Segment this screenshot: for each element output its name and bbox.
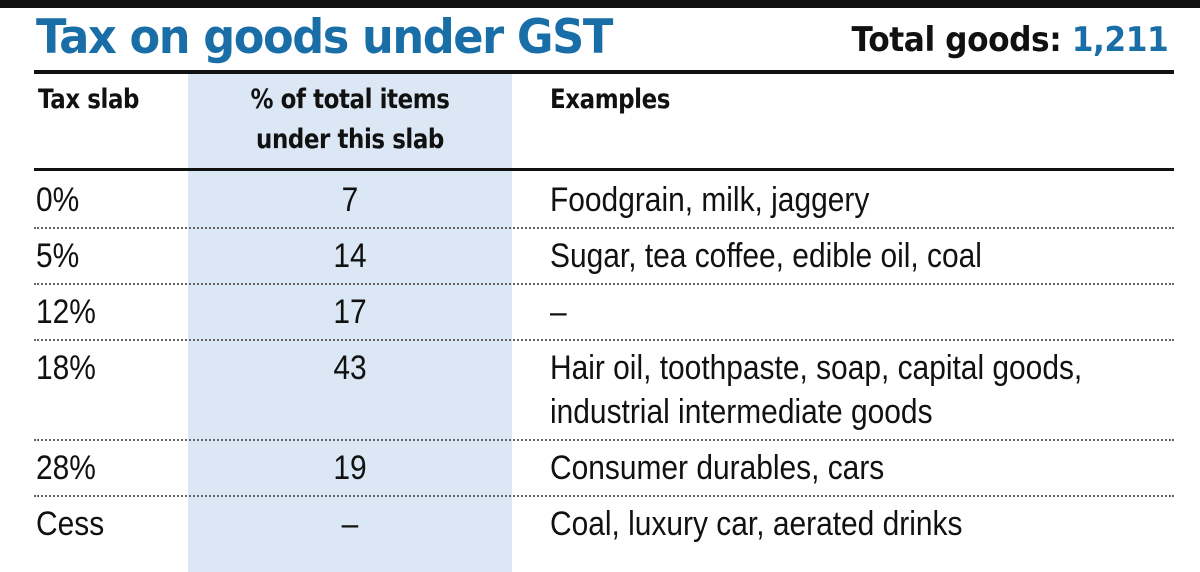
cell-percent: 14 <box>333 237 367 275</box>
cell-examples: Coal, luxury car, aerated drinks <box>550 505 963 543</box>
header-rule <box>34 168 1174 171</box>
cell-tax-slab: 28% <box>36 449 96 487</box>
cell-tax-slab: 5% <box>36 237 80 275</box>
percent-column-band <box>188 74 512 572</box>
cell-percent: – <box>341 505 359 543</box>
cell-examples: Consumer durables, cars <box>550 449 885 487</box>
header-percent: % of total items under this slab <box>212 80 487 160</box>
total-goods-label: Total goods: <box>851 20 1061 60</box>
row-separator <box>34 339 1174 341</box>
cell-tax-slab: 0% <box>36 181 80 219</box>
cell-examples: industrial intermediate goods <box>550 393 933 431</box>
cell-percent: 43 <box>333 349 367 387</box>
row-separator <box>34 283 1174 285</box>
cell-examples: Foodgrain, milk, jaggery <box>550 181 870 219</box>
total-goods-value: 1,211 <box>1071 20 1168 60</box>
header-tax-slab: Tax slab <box>38 84 140 115</box>
row-separator <box>34 227 1174 229</box>
cell-percent: 17 <box>333 293 367 331</box>
header-percent-line-2: under this slab <box>256 124 444 155</box>
row-separator <box>34 495 1174 497</box>
cell-percent: 19 <box>333 449 367 487</box>
cell-percent: 7 <box>341 181 359 219</box>
row-separator <box>34 439 1174 441</box>
cell-tax-slab: 12% <box>36 293 96 331</box>
cell-examples: Hair oil, toothpaste, soap, capital good… <box>550 349 1083 387</box>
chart-title: Tax on goods under GST <box>36 10 613 65</box>
cell-tax-slab: 18% <box>36 349 96 387</box>
total-goods: Total goods: 1,211 <box>851 16 1168 64</box>
cell-examples: Sugar, tea coffee, edible oil, coal <box>550 237 982 275</box>
header-examples: Examples <box>550 84 671 115</box>
title-rule <box>34 70 1174 74</box>
top-rule <box>0 0 1200 8</box>
cell-examples: – <box>550 293 567 331</box>
header-percent-line-1: % of total items <box>250 84 450 115</box>
cell-tax-slab: Cess <box>36 505 105 543</box>
